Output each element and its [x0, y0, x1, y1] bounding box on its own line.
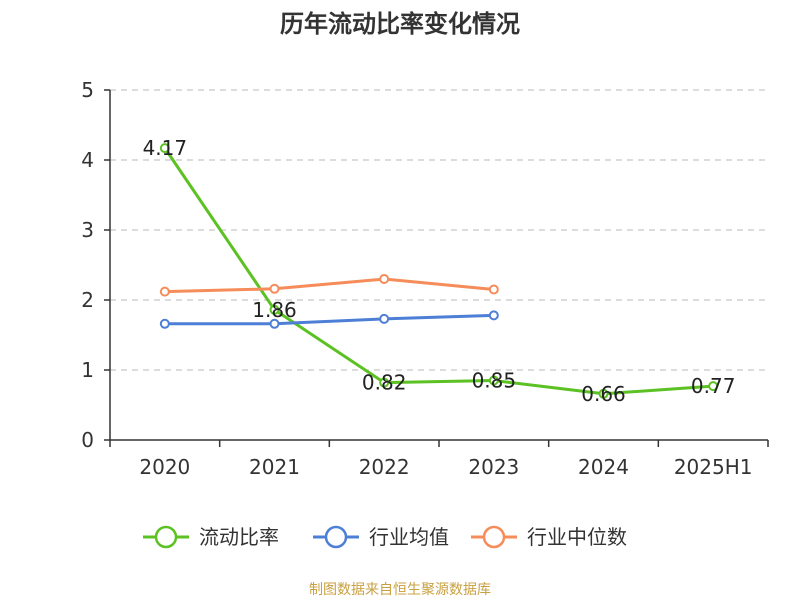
x-tick-label: 2021	[249, 455, 300, 479]
y-tick-label: 5	[81, 78, 94, 102]
data-point	[488, 375, 499, 386]
data-point	[379, 377, 390, 388]
legend-item-3: 行业中位数	[471, 525, 627, 549]
x-tick-label: 2023	[468, 455, 519, 479]
legend-label: 行业中位数	[527, 525, 627, 549]
data-point	[379, 313, 390, 324]
data-label: 0.85	[472, 369, 517, 393]
series-line-3	[163, 277, 496, 294]
y-tick-label: 0	[81, 428, 94, 452]
legend-item-1: 流动比率	[143, 525, 279, 549]
data-point	[269, 283, 280, 294]
data-point	[488, 310, 499, 321]
footer-source: 制图数据来自恒生聚源数据库	[309, 582, 491, 598]
series-line-2	[163, 313, 496, 326]
series-layer	[159, 143, 719, 399]
axes: 0 1 2 3 4 5 2020 2021 2022 2023 2024 2025H1	[81, 78, 769, 479]
data-label: 4.17	[143, 136, 188, 160]
x-tick-label: 2020	[139, 455, 190, 479]
legend-marker	[154, 525, 178, 549]
legend-label: 行业均值	[369, 525, 449, 549]
data-point	[379, 274, 390, 284]
legend: 流动比率 行业均值 行业中位数	[143, 525, 627, 549]
data-point	[159, 286, 170, 297]
data-label: 1.86	[252, 298, 297, 322]
data-point	[488, 284, 499, 295]
legend-item-2: 行业均值	[313, 525, 449, 549]
series-line-1	[163, 146, 715, 396]
data-label: 0.66	[581, 382, 626, 406]
data-point	[269, 304, 280, 315]
y-tick-label: 3	[81, 218, 94, 242]
x-tick-label: 2025H1	[674, 455, 753, 479]
x-tick-label: 2024	[578, 455, 629, 479]
data-point	[269, 318, 280, 329]
legend-label: 流动比率	[199, 525, 279, 549]
data-labels: 4.17 1.86 0.82 0.85 0.66 0.77	[143, 136, 736, 406]
data-point	[598, 388, 609, 399]
data-label: 0.82	[362, 371, 407, 395]
data-point	[159, 318, 170, 329]
data-label: 0.77	[691, 374, 736, 398]
data-point	[159, 143, 170, 154]
legend-marker	[324, 525, 348, 549]
y-tick-label: 1	[81, 358, 94, 382]
legend-marker	[482, 525, 506, 549]
chart-title: 历年流动比率变化情况	[280, 10, 520, 38]
y-tick-label: 2	[81, 288, 94, 312]
grid-lines	[110, 89, 768, 371]
data-point	[708, 381, 719, 392]
y-tick-label: 4	[81, 148, 94, 172]
x-tick-label: 2022	[359, 455, 410, 479]
